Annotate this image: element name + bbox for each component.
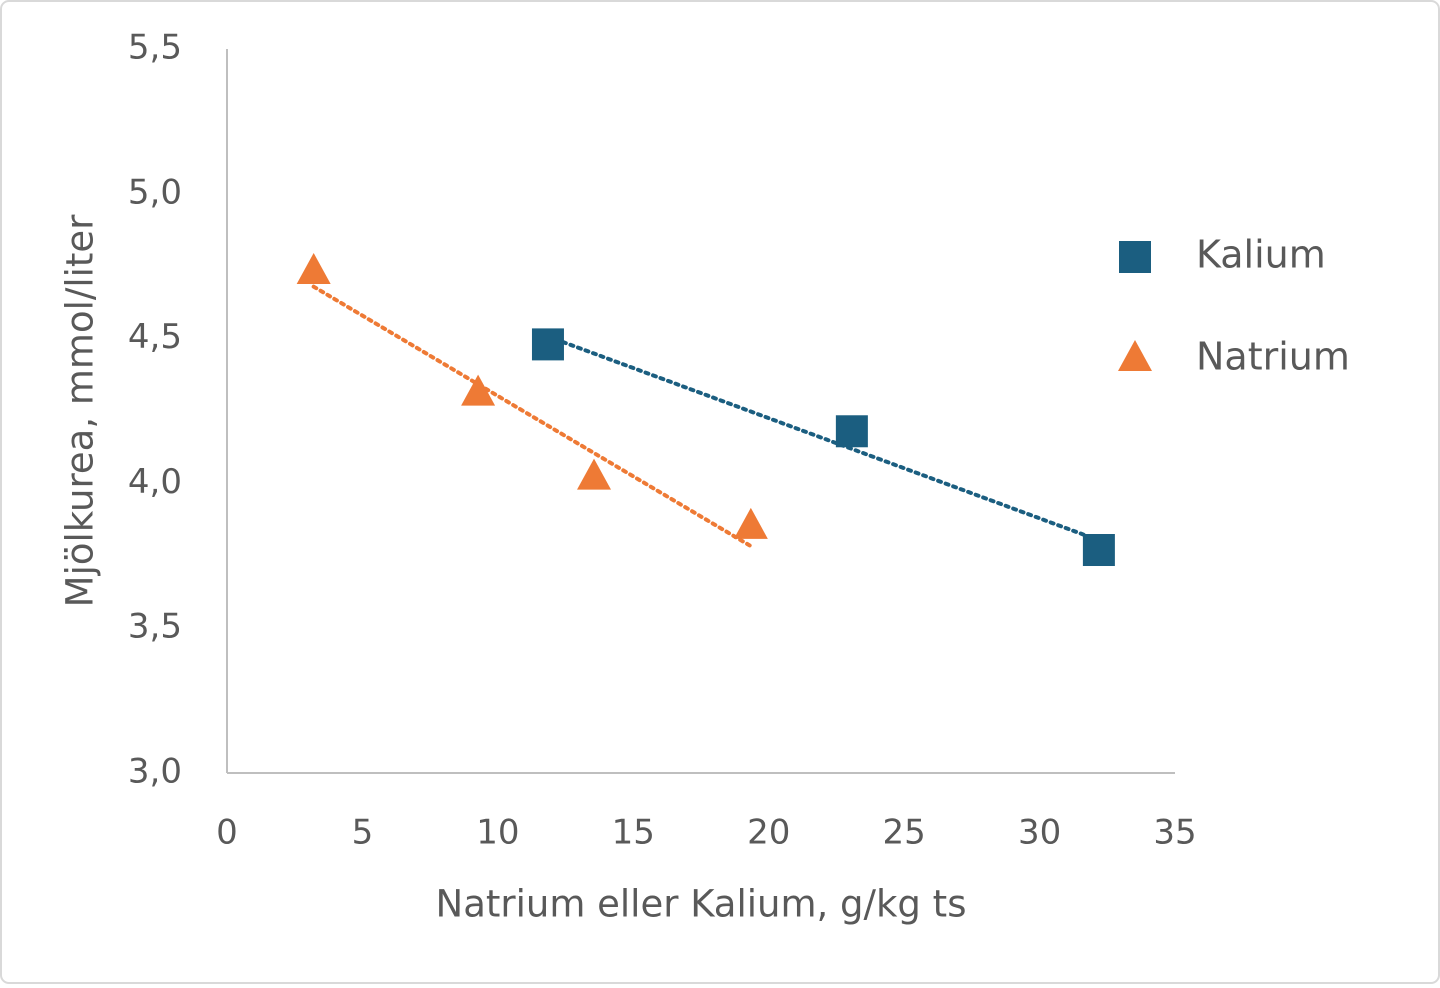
x-tick-label: 35 (1153, 813, 1196, 853)
triangle-marker (733, 507, 768, 539)
trendline (311, 284, 753, 549)
x-tick-label: 0 (216, 813, 238, 853)
triangle-marker (296, 252, 331, 284)
y-tick-label: 5,0 (128, 172, 182, 212)
square-marker (531, 328, 564, 361)
y-tick-label: 4,5 (128, 317, 182, 357)
y-tick-label: 3,0 (128, 752, 182, 792)
x-tick-label: 30 (1018, 813, 1061, 853)
legend-label: Kalium (1196, 233, 1326, 277)
x-tick-label: 5 (352, 813, 374, 853)
y-tick-label: 4,0 (128, 462, 182, 502)
x-tick-label: 10 (476, 813, 519, 853)
triangle-marker (577, 458, 612, 490)
x-tick-label: 15 (612, 813, 655, 853)
square-marker (1082, 534, 1115, 567)
y-tick-label: 5,5 (128, 28, 182, 68)
trendline (545, 334, 1101, 543)
legend-marker (1119, 241, 1151, 273)
triangle-marker (461, 374, 496, 406)
x-axis-title: Natrium eller Kalium, g/kg ts (436, 883, 967, 926)
y-axis-title: Mjölkurea, mmol/liter (59, 214, 102, 608)
x-tick-label: 20 (747, 813, 790, 853)
x-tick-label: 25 (883, 813, 926, 853)
legend-marker (1118, 340, 1152, 371)
square-marker (835, 415, 868, 448)
y-tick-label: 3,5 (128, 607, 182, 647)
legend-label: Natrium (1196, 335, 1350, 379)
